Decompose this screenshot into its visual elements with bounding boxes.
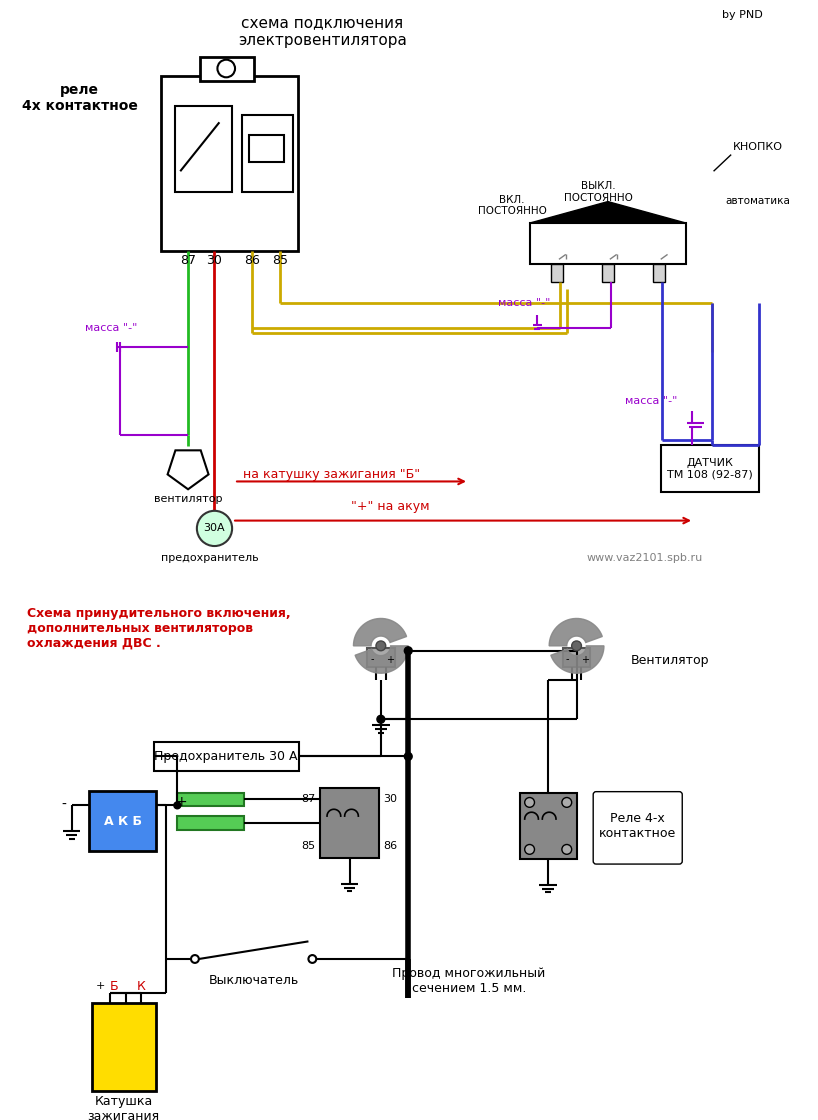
Text: +: + [582, 654, 589, 664]
Text: -: - [566, 654, 569, 664]
Bar [160, 76, 298, 251]
Text: КНОПКО: КНОПКО [733, 142, 783, 152]
Circle shape [308, 955, 317, 963]
Bar [178, 793, 244, 806]
Bar [529, 223, 686, 264]
Circle shape [197, 511, 232, 547]
Text: 85: 85 [272, 254, 288, 267]
Text: К: К [137, 980, 146, 993]
Text: Предохранитель 30 А: Предохранитель 30 А [155, 750, 298, 763]
Text: 30: 30 [207, 254, 222, 267]
Bar [551, 264, 563, 282]
Text: -: - [61, 799, 66, 812]
Polygon shape [353, 618, 407, 646]
Text: масса "-": масса "-" [498, 298, 551, 308]
Polygon shape [551, 646, 604, 673]
Text: Б: Б [110, 980, 118, 993]
Text: -: - [371, 654, 374, 664]
Bar [661, 446, 758, 492]
Text: ДАТЧИК
ТМ 108 (92-87): ДАТЧИК ТМ 108 (92-87) [667, 458, 753, 479]
Text: ВЫКЛ.
ПОСТОЯННО: ВЫКЛ. ПОСТОЯННО [564, 181, 632, 203]
Bar [653, 264, 665, 282]
Text: +: + [385, 654, 393, 664]
Text: by PND: by PND [721, 10, 762, 20]
Circle shape [524, 797, 534, 808]
FancyBboxPatch shape [593, 792, 682, 864]
Text: Вентилятор: Вентилятор [631, 654, 709, 668]
Polygon shape [168, 450, 209, 489]
Circle shape [562, 797, 572, 808]
Text: Катушка
зажигания: Катушка зажигания [88, 1094, 160, 1120]
Text: А К Б: А К Б [104, 814, 142, 828]
Circle shape [218, 59, 235, 77]
Circle shape [562, 844, 572, 855]
Circle shape [572, 641, 582, 651]
Bar [242, 115, 293, 192]
Bar [178, 816, 244, 830]
Text: www.vaz2101.spb.ru: www.vaz2101.spb.ru [587, 553, 703, 562]
Circle shape [377, 716, 384, 724]
Text: 87: 87 [301, 794, 316, 804]
Text: 30: 30 [384, 794, 398, 804]
Text: масса "-": масса "-" [85, 323, 137, 333]
Bar [563, 647, 591, 668]
Text: на катушку зажигания "Б": на катушку зажигания "Б" [244, 468, 420, 482]
Circle shape [174, 802, 181, 809]
Text: предохранитель: предохранитель [161, 553, 258, 562]
Polygon shape [529, 202, 608, 223]
Text: 30А: 30А [204, 523, 225, 533]
Bar [367, 647, 394, 668]
Bar [175, 105, 232, 192]
Bar [92, 1004, 155, 1091]
Bar [519, 793, 577, 859]
Text: Провод многожильный
сечением 1.5 мм.: Провод многожильный сечением 1.5 мм. [393, 968, 546, 996]
Text: реле
4х контактное: реле 4х контактное [21, 83, 137, 113]
Polygon shape [355, 646, 408, 673]
Text: 87: 87 [180, 254, 196, 267]
Text: "+" на акум: "+" на акум [351, 501, 430, 513]
Text: +: + [175, 795, 187, 810]
Text: Реле 4-х
контактное: Реле 4-х контактное [599, 812, 676, 840]
Circle shape [404, 647, 412, 655]
Polygon shape [608, 202, 686, 223]
Text: 86: 86 [384, 841, 398, 851]
Text: схема подключения
электровентилятора: схема подключения электровентилятора [238, 15, 407, 47]
Polygon shape [549, 618, 602, 646]
Text: Выключатель: Выключатель [209, 974, 299, 987]
Bar [602, 264, 614, 282]
Bar [89, 791, 155, 851]
Text: 85: 85 [301, 841, 316, 851]
Circle shape [524, 844, 534, 855]
Text: +: + [96, 981, 105, 991]
Circle shape [191, 955, 199, 963]
Circle shape [404, 753, 412, 760]
Text: масса "-": масса "-" [626, 396, 678, 407]
Text: ВКЛ.
ПОСТОЯННО: ВКЛ. ПОСТОЯННО [478, 195, 546, 216]
Bar [200, 57, 254, 82]
Text: Схема принудительного включения,
дополнительных вентиляторов
охлаждения ДВС .: Схема принудительного включения, дополни… [27, 607, 290, 650]
Text: 86: 86 [244, 254, 259, 267]
Text: вентилятор: вентилятор [154, 494, 222, 504]
Text: автоматика: автоматика [726, 196, 790, 206]
Circle shape [376, 641, 386, 651]
Bar [320, 787, 379, 858]
Bar [154, 741, 299, 771]
Bar [249, 136, 284, 162]
